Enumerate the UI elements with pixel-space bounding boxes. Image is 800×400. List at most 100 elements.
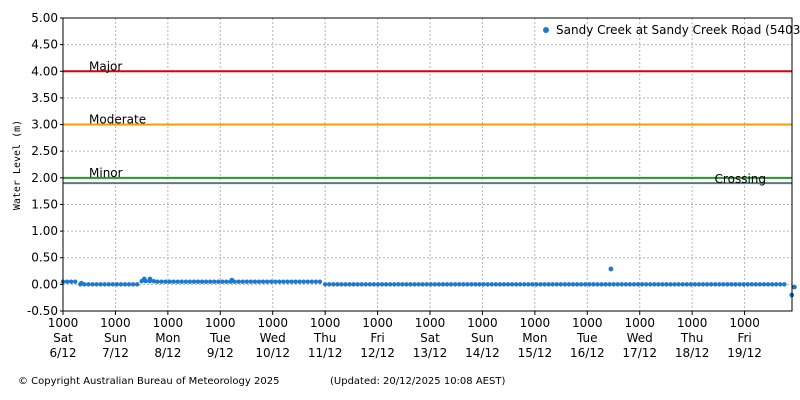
data-point bbox=[114, 282, 120, 287]
data-point bbox=[757, 282, 763, 287]
data-point bbox=[477, 282, 482, 287]
data-point bbox=[68, 279, 74, 284]
threshold-label-minor: Minor bbox=[89, 166, 123, 180]
data-point bbox=[327, 282, 332, 287]
data-point bbox=[317, 279, 323, 284]
data-point bbox=[761, 282, 767, 287]
x-tick-date: 14/12 bbox=[465, 346, 500, 360]
data-point bbox=[497, 282, 503, 287]
x-tick-time: 1000 bbox=[100, 316, 131, 330]
data-point bbox=[526, 282, 531, 287]
data-point bbox=[187, 279, 193, 284]
data-point bbox=[457, 282, 462, 287]
x-tick-time: 1000 bbox=[677, 316, 708, 330]
data-point bbox=[680, 282, 685, 287]
y-tick-label: 2.00 bbox=[31, 171, 58, 185]
data-point bbox=[363, 282, 368, 287]
data-point bbox=[619, 282, 624, 287]
data-point bbox=[489, 282, 494, 287]
data-point bbox=[130, 282, 136, 287]
data-point bbox=[791, 284, 797, 290]
data-point bbox=[268, 279, 274, 284]
data-point bbox=[420, 282, 425, 287]
data-point bbox=[538, 282, 543, 287]
data-point bbox=[264, 279, 270, 284]
data-point bbox=[147, 276, 153, 282]
data-point bbox=[212, 279, 217, 284]
x-tick-date: 10/12 bbox=[255, 346, 290, 360]
data-point bbox=[106, 282, 111, 287]
y-tick-label: 1.50 bbox=[31, 197, 58, 211]
data-point bbox=[717, 282, 722, 287]
data-points bbox=[60, 266, 797, 298]
data-point bbox=[546, 282, 551, 287]
data-point bbox=[607, 282, 612, 287]
data-point bbox=[72, 279, 78, 284]
data-point bbox=[167, 279, 172, 284]
data-point bbox=[513, 282, 519, 287]
data-point bbox=[509, 282, 515, 287]
data-point bbox=[570, 282, 576, 287]
data-point bbox=[485, 282, 490, 287]
data-point bbox=[773, 282, 779, 287]
y-tick-label: 0.50 bbox=[31, 251, 58, 265]
threshold-label-crossing: Crossing bbox=[715, 172, 766, 186]
data-point bbox=[643, 282, 649, 287]
x-tick-date: 19/12 bbox=[727, 346, 762, 360]
data-point bbox=[656, 282, 661, 287]
data-point bbox=[339, 282, 344, 287]
data-point bbox=[351, 282, 356, 287]
data-point bbox=[383, 282, 389, 287]
data-point bbox=[704, 282, 710, 287]
x-tick-date: 8/12 bbox=[154, 346, 181, 360]
data-point bbox=[631, 282, 637, 287]
threshold-lines: Major Moderate Minor Crossing bbox=[63, 59, 792, 186]
data-point bbox=[574, 282, 580, 287]
data-point bbox=[562, 282, 568, 287]
y-tick-label: 4.50 bbox=[31, 38, 58, 52]
x-tick-time: 1000 bbox=[257, 316, 288, 330]
x-tick-date: 13/12 bbox=[413, 346, 448, 360]
x-tick-date: 18/12 bbox=[675, 346, 710, 360]
data-point bbox=[688, 282, 694, 287]
data-point bbox=[203, 279, 209, 284]
data-point bbox=[322, 282, 328, 287]
x-tick-time: 1000 bbox=[572, 316, 603, 330]
data-point bbox=[244, 279, 249, 284]
data-point bbox=[260, 279, 266, 284]
data-point bbox=[440, 282, 446, 287]
data-point bbox=[623, 282, 629, 287]
data-point bbox=[134, 282, 140, 287]
data-point bbox=[256, 279, 262, 284]
data-point bbox=[595, 282, 600, 287]
x-tick-day: Thu bbox=[313, 331, 337, 345]
data-point bbox=[733, 282, 738, 287]
x-tick-day: Mon bbox=[155, 331, 180, 345]
data-point bbox=[530, 282, 535, 287]
data-point bbox=[159, 279, 164, 284]
data-point bbox=[599, 282, 604, 287]
data-point bbox=[367, 282, 373, 287]
data-point bbox=[469, 282, 474, 287]
data-point bbox=[583, 282, 588, 287]
x-tick-time: 1000 bbox=[205, 316, 236, 330]
data-point bbox=[558, 282, 564, 287]
data-point bbox=[216, 279, 221, 284]
y-tick-label: -0.50 bbox=[27, 304, 58, 318]
data-point bbox=[335, 282, 340, 287]
data-point bbox=[676, 282, 681, 287]
y-tick-label: 0.00 bbox=[31, 277, 58, 291]
data-point bbox=[542, 282, 547, 287]
data-point bbox=[309, 279, 314, 284]
plot-frame bbox=[62, 17, 793, 312]
data-point bbox=[745, 282, 750, 287]
y-tick-label: 3.00 bbox=[31, 118, 58, 132]
data-point bbox=[473, 282, 478, 287]
data-point bbox=[713, 282, 718, 287]
data-point bbox=[684, 282, 689, 287]
x-tick-day: Sun bbox=[104, 331, 127, 345]
data-point bbox=[248, 279, 254, 284]
data-point bbox=[639, 282, 645, 287]
data-point bbox=[313, 279, 319, 284]
